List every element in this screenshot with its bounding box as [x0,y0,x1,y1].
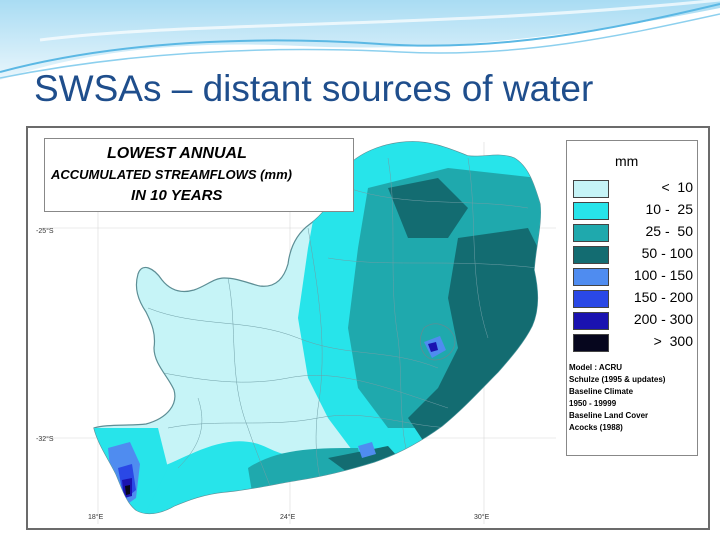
lon-label-30: 30°E [474,514,490,521]
credit-line-5: Baseline Land Cover [569,411,649,420]
legend-row: 100 - 150 [573,267,695,287]
credit-line-6: Acocks (1988) [569,423,623,432]
legend-swatch [573,334,609,352]
legend-swatch [573,290,609,308]
lat-label-25: -25°S [36,228,54,235]
map-figure: LOWEST ANNUAL ACCUMULATED STREAMFLOWS (m… [26,126,710,530]
lon-label-18: 18°E [88,514,104,521]
legend-label: 50 - 100 [641,245,693,261]
legend-swatch [573,312,609,330]
legend-row: 200 - 300 [573,311,695,331]
legend-label: < 10 [661,179,693,195]
map-title-line-2: ACCUMULATED STREAMFLOWS (mm) [51,167,292,182]
credit-line-2: Schulze (1995 & updates) [569,375,666,384]
legend-label: 25 - 50 [645,223,693,239]
map-legend: mm < 10 10 - 25 25 - 50 50 - 100 100 - 150 15… [566,140,698,456]
legend-label: > 300 [653,333,693,349]
streamflow-map [42,141,556,524]
lesotho-outline [420,323,456,361]
legend-row: 150 - 200 [573,289,695,309]
map-title-line-3: IN 10 YEARS [131,187,223,204]
lon-label-24: 24°E [280,514,296,521]
map-title-line-1: LOWEST ANNUAL [107,145,247,162]
legend-row: < 10 [573,179,695,199]
lat-label-32: -32°S [36,436,54,443]
legend-label: 150 - 200 [633,289,693,305]
legend-label: 100 - 150 [633,267,693,283]
legend-row: > 300 [573,333,695,353]
legend-row: 50 - 100 [573,245,695,265]
catchment-boundaries [137,157,539,509]
credit-line-4: 1950 - 19999 [569,399,617,408]
slide-banner [0,0,720,80]
legend-swatch [573,180,609,198]
legend-label: 200 - 300 [633,311,693,327]
legend-row: 10 - 25 [573,201,695,221]
map-title-box: LOWEST ANNUAL ACCUMULATED STREAMFLOWS (m… [44,138,354,212]
legend-swatch [573,224,609,242]
legend-row: 25 - 50 [573,223,695,243]
legend-label: 10 - 25 [645,201,693,217]
model-credits: Model : ACRU Schulze (1995 & updates) Ba… [567,359,699,457]
credit-line-3: Baseline Climate [569,387,634,396]
legend-swatch [573,268,609,286]
legend-swatch [573,246,609,264]
legend-swatch [573,202,609,220]
legend-unit: mm [615,153,639,169]
slide-title: SWSAs – distant sources of water [34,68,594,109]
credit-line-1: Model : ACRU [569,363,623,372]
